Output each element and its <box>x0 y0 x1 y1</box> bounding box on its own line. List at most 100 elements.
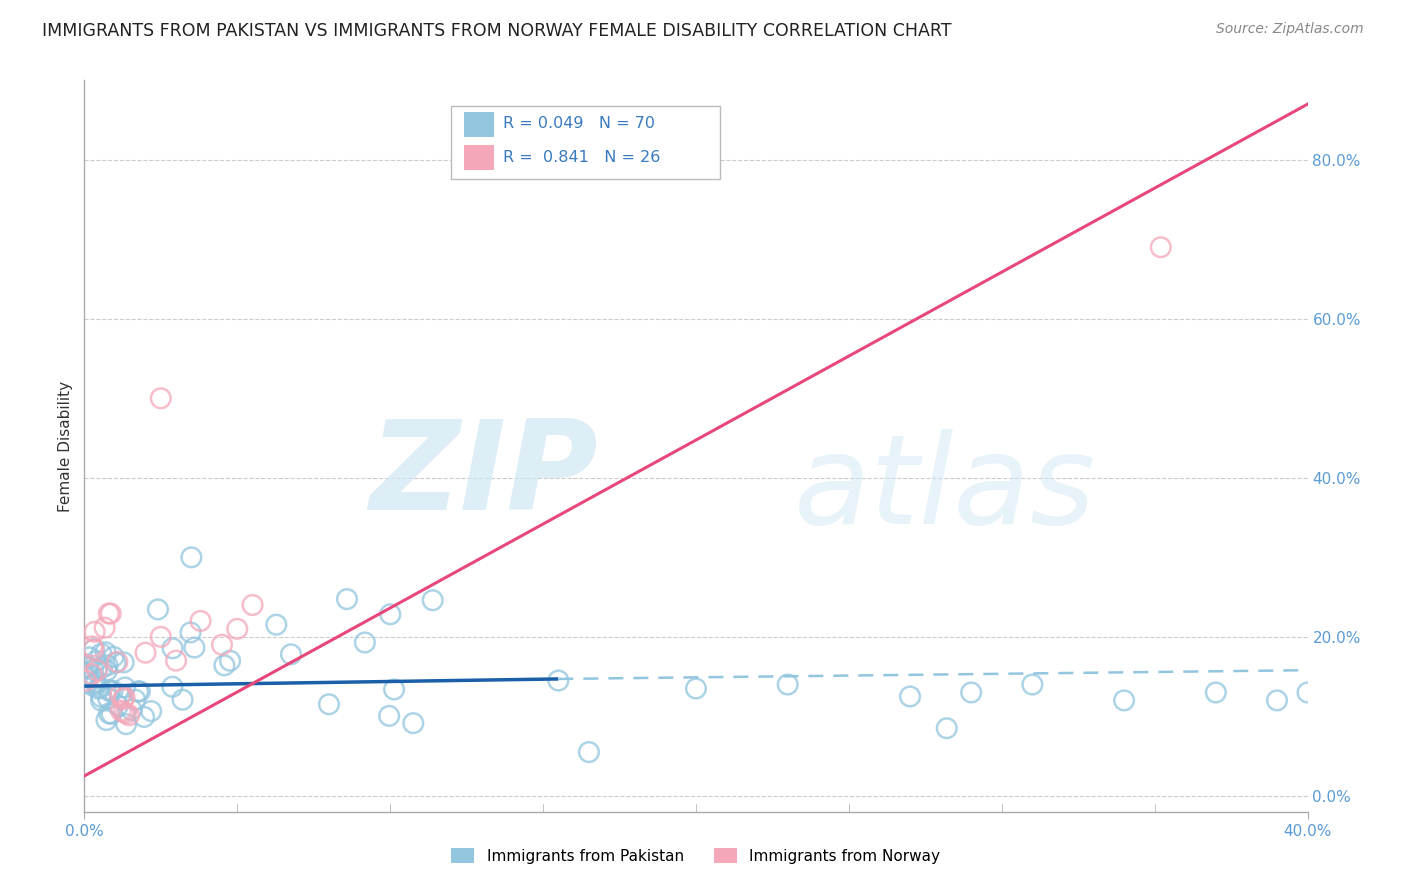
Point <box>422 593 444 607</box>
Point <box>90 693 112 707</box>
Point <box>149 392 172 406</box>
Text: atlas: atlas <box>794 429 1095 550</box>
Point <box>190 614 212 628</box>
Point <box>83 642 105 657</box>
Point <box>107 698 129 713</box>
Point <box>162 680 184 694</box>
Y-axis label: Female Disability: Female Disability <box>58 380 73 512</box>
Point <box>578 745 600 759</box>
Point <box>280 648 302 662</box>
Point <box>115 706 138 721</box>
Point <box>336 592 359 607</box>
Point <box>103 649 125 664</box>
Point <box>97 607 120 621</box>
Point <box>211 638 233 652</box>
Point <box>776 677 799 691</box>
Point <box>105 655 128 669</box>
Point <box>115 717 138 731</box>
Legend: Immigrants from Pakistan, Immigrants from Norway: Immigrants from Pakistan, Immigrants fro… <box>446 842 946 870</box>
Point <box>382 682 405 697</box>
Point <box>132 710 155 724</box>
Point <box>935 721 957 735</box>
Point <box>129 684 152 698</box>
Point <box>183 640 205 655</box>
Point <box>90 690 112 704</box>
Point <box>89 681 111 695</box>
Point <box>214 658 236 673</box>
Point <box>547 673 569 688</box>
Point <box>146 602 169 616</box>
Point <box>1150 240 1173 254</box>
Point <box>127 684 149 698</box>
Point <box>76 666 98 681</box>
FancyBboxPatch shape <box>451 106 720 179</box>
Point <box>96 658 118 673</box>
Point <box>94 645 117 659</box>
Point <box>121 703 143 717</box>
Point <box>76 675 98 690</box>
Point <box>114 681 136 695</box>
Point <box>112 656 135 670</box>
Point <box>98 684 121 698</box>
Point <box>80 667 103 681</box>
Point <box>82 640 104 654</box>
Point <box>266 617 288 632</box>
Point <box>79 650 101 665</box>
Point <box>86 662 108 676</box>
Point <box>139 704 162 718</box>
Point <box>93 621 115 635</box>
Point <box>76 660 98 674</box>
Point <box>91 661 114 675</box>
Point <box>112 705 135 719</box>
Text: R =  0.841   N = 26: R = 0.841 N = 26 <box>503 150 659 165</box>
Point <box>380 607 402 622</box>
Point <box>124 692 146 706</box>
Point <box>82 679 104 693</box>
Point <box>100 607 122 621</box>
FancyBboxPatch shape <box>464 112 494 136</box>
Point <box>960 685 983 699</box>
Point <box>219 654 242 668</box>
Text: IMMIGRANTS FROM PAKISTAN VS IMMIGRANTS FROM NORWAY FEMALE DISABILITY CORRELATION: IMMIGRANTS FROM PAKISTAN VS IMMIGRANTS F… <box>42 22 952 40</box>
Point <box>97 691 120 706</box>
Point <box>98 706 121 721</box>
Text: Source: ZipAtlas.com: Source: ZipAtlas.com <box>1216 22 1364 37</box>
Text: ZIP: ZIP <box>370 415 598 536</box>
Point <box>75 670 97 684</box>
Point <box>82 642 104 657</box>
Point <box>354 635 377 649</box>
Point <box>112 692 135 706</box>
Point <box>104 656 127 670</box>
Point <box>1265 693 1288 707</box>
Point <box>98 683 121 698</box>
Point <box>402 716 425 731</box>
Point <box>242 598 264 612</box>
Text: R = 0.049   N = 70: R = 0.049 N = 70 <box>503 116 655 131</box>
Point <box>114 690 136 705</box>
Point <box>86 663 108 677</box>
Point <box>110 689 132 703</box>
Point <box>172 692 194 706</box>
Point <box>87 681 110 696</box>
Point <box>1114 693 1136 707</box>
Point <box>1296 685 1319 699</box>
Point <box>180 625 202 640</box>
Point <box>135 646 157 660</box>
Point <box>82 663 104 677</box>
Point <box>118 708 141 723</box>
Point <box>1205 685 1227 699</box>
Point <box>90 647 112 661</box>
Point <box>101 683 124 698</box>
Point <box>162 641 184 656</box>
Point <box>100 706 122 721</box>
Point <box>378 709 401 723</box>
Point <box>110 704 132 718</box>
Point <box>83 624 105 639</box>
Point <box>180 550 202 565</box>
Point <box>685 681 707 696</box>
Point <box>1021 677 1043 691</box>
Point <box>84 654 107 668</box>
Point <box>898 690 921 704</box>
Point <box>149 630 172 644</box>
Point <box>96 664 118 678</box>
